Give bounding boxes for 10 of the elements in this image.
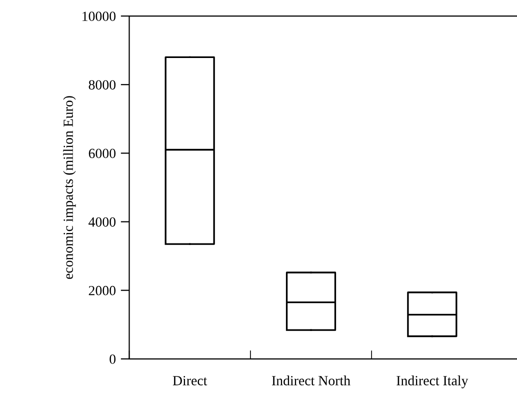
y-tick-label: 4000 (88, 217, 116, 227)
y-tick-label: 6000 (88, 148, 116, 158)
y-tick-label: 10000 (82, 12, 116, 21)
y-axis-title: economic impacts (million Euro) (63, 96, 76, 279)
x-tick-label: Indirect Italy (396, 376, 468, 388)
y-tick-label: 0 (110, 354, 116, 364)
y-tick-label: 2000 (88, 286, 116, 296)
x-tick-label: Direct (172, 376, 208, 386)
y-tick-label: 8000 (88, 80, 116, 90)
x-tick-label: Indirect North (272, 376, 350, 386)
